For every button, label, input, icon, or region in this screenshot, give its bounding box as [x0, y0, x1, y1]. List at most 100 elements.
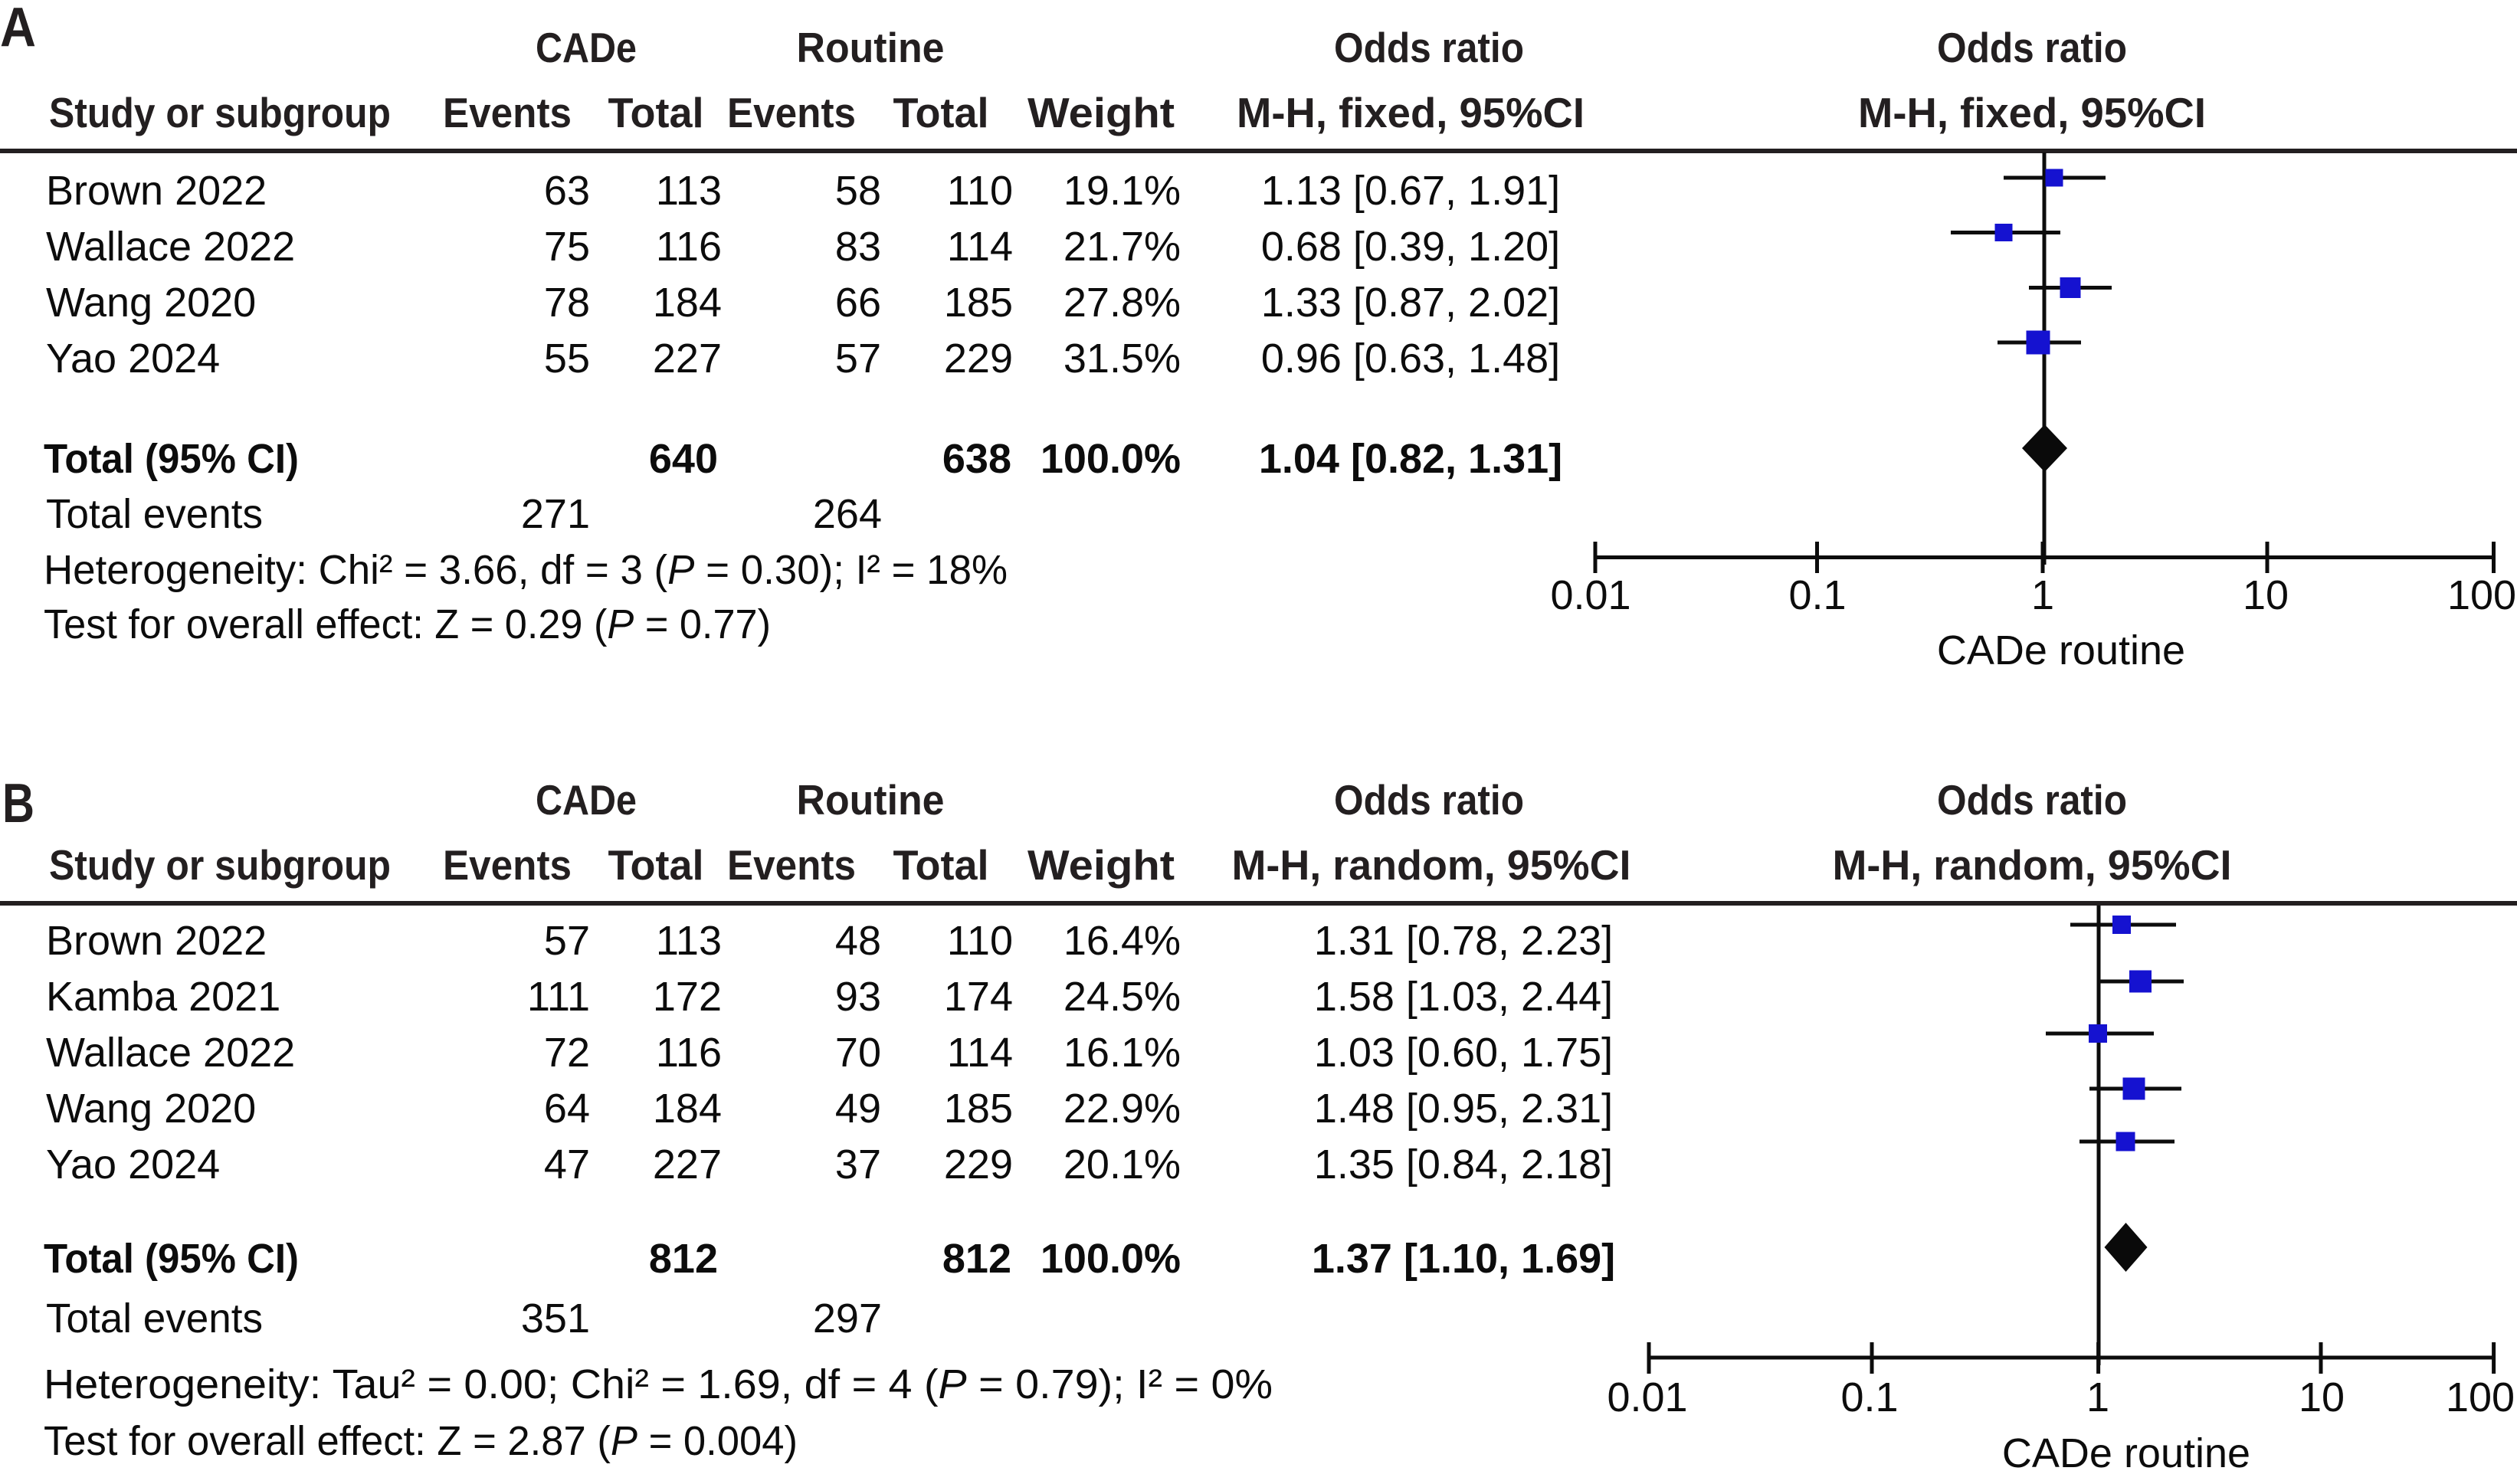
svg-text:CADe: CADe [536, 24, 637, 71]
svg-text:1.31 [0.78, 2.23]: 1.31 [0.78, 2.23] [1314, 918, 1613, 964]
svg-text:100: 100 [2447, 572, 2516, 618]
svg-text:10: 10 [2299, 1374, 2345, 1420]
svg-text:CADe routine: CADe routine [2002, 1430, 2250, 1476]
svg-text:47: 47 [544, 1142, 590, 1188]
svg-text:Wallace 2022: Wallace 2022 [46, 224, 295, 270]
svg-text:Study or subgroup: Study or subgroup [49, 89, 391, 136]
svg-text:93: 93 [835, 974, 881, 1020]
svg-text:70: 70 [835, 1030, 881, 1076]
svg-text:Total: Total [608, 89, 704, 136]
svg-text:271: 271 [521, 491, 590, 537]
svg-text:Routine: Routine [797, 776, 945, 824]
svg-text:114: 114 [947, 224, 1013, 270]
svg-text:Odds ratio: Odds ratio [1937, 24, 2127, 71]
svg-text:Total (95% CI): Total (95% CI) [44, 1236, 299, 1282]
svg-text:Wang 2020: Wang 2020 [46, 280, 256, 326]
svg-text:1.33 [0.87, 2.02]: 1.33 [0.87, 2.02] [1261, 280, 1560, 326]
svg-text:Wallace 2022: Wallace 2022 [46, 1030, 295, 1076]
svg-text:100.0%: 100.0% [1041, 1236, 1181, 1282]
svg-text:49: 49 [835, 1086, 881, 1132]
svg-text:812: 812 [942, 1236, 1011, 1282]
svg-text:264: 264 [813, 491, 882, 537]
svg-text:110: 110 [947, 918, 1013, 964]
svg-text:1.03 [0.60, 1.75]: 1.03 [0.60, 1.75] [1314, 1030, 1613, 1076]
svg-text:351: 351 [521, 1296, 590, 1341]
svg-text:297: 297 [813, 1296, 882, 1341]
svg-text:22.9%: 22.9% [1063, 1086, 1181, 1132]
svg-text:227: 227 [653, 1142, 722, 1188]
svg-text:16.1%: 16.1% [1063, 1030, 1181, 1076]
svg-text:Odds ratio: Odds ratio [1334, 776, 1524, 824]
svg-text:78: 78 [544, 280, 590, 326]
svg-text:229: 229 [944, 336, 1013, 382]
svg-text:172: 172 [653, 974, 722, 1020]
svg-text:24.5%: 24.5% [1063, 974, 1181, 1020]
svg-text:Total events: Total events [46, 1296, 263, 1341]
svg-text:19.1%: 19.1% [1063, 168, 1181, 214]
svg-text:Heterogeneity: Chi² = 3.66, df: Heterogeneity: Chi² = 3.66, df = 3 (P = … [44, 547, 1008, 593]
svg-text:0.01: 0.01 [1607, 1374, 1687, 1420]
svg-text:0.96 [0.63, 1.48]: 0.96 [0.63, 1.48] [1261, 336, 1560, 382]
svg-text:66: 66 [835, 280, 881, 326]
svg-text:M-H, random, 95%CI: M-H, random, 95%CI [1833, 841, 2232, 889]
svg-text:20.1%: 20.1% [1063, 1142, 1181, 1188]
svg-text:1: 1 [2086, 1374, 2109, 1420]
svg-text:M-H, fixed, 95%CI: M-H, fixed, 95%CI [1237, 89, 1585, 136]
svg-text:72: 72 [544, 1030, 590, 1076]
svg-text:75: 75 [544, 224, 590, 270]
svg-text:1: 1 [2031, 572, 2054, 618]
svg-text:Odds ratio: Odds ratio [1334, 24, 1524, 71]
svg-text:64: 64 [544, 1086, 590, 1132]
svg-text:A: A [0, 0, 36, 58]
svg-text:116: 116 [656, 1030, 722, 1076]
svg-text:Brown 2022: Brown 2022 [46, 918, 267, 964]
svg-text:229: 229 [944, 1142, 1013, 1188]
svg-text:100.0%: 100.0% [1041, 436, 1181, 482]
svg-text:Total: Total [893, 89, 989, 136]
svg-text:58: 58 [835, 168, 881, 214]
svg-text:Kamba 2021: Kamba 2021 [46, 974, 280, 1020]
svg-text:Yao 2024: Yao 2024 [46, 1142, 220, 1188]
svg-text:Test for overall effect: Z = 2: Test for overall effect: Z = 2.87 (P = 0… [44, 1418, 798, 1464]
svg-text:111: 111 [527, 974, 590, 1020]
svg-text:Weight: Weight [1027, 89, 1175, 136]
svg-text:1.13 [0.67, 1.91]: 1.13 [0.67, 1.91] [1261, 168, 1560, 214]
svg-text:184: 184 [653, 280, 722, 326]
svg-text:Odds ratio: Odds ratio [1937, 776, 2127, 824]
svg-text:1.58 [1.03, 2.44]: 1.58 [1.03, 2.44] [1314, 974, 1613, 1020]
svg-text:B: B [2, 773, 34, 834]
svg-text:63: 63 [544, 168, 590, 214]
svg-text:Events: Events [443, 841, 572, 889]
svg-text:1.37 [1.10, 1.69]: 1.37 [1.10, 1.69] [1312, 1236, 1615, 1282]
svg-text:0.1: 0.1 [1840, 1374, 1898, 1420]
svg-text:Total events: Total events [46, 491, 263, 537]
svg-text:Weight: Weight [1027, 841, 1175, 889]
svg-text:110: 110 [947, 168, 1013, 214]
svg-text:31.5%: 31.5% [1063, 336, 1181, 382]
svg-text:21.7%: 21.7% [1063, 224, 1181, 270]
svg-text:Test for overall effect: Z = 0: Test for overall effect: Z = 0.29 (P = 0… [44, 601, 771, 647]
svg-text:37: 37 [835, 1142, 881, 1188]
svg-text:0.68 [0.39, 1.20]: 0.68 [0.39, 1.20] [1261, 224, 1560, 270]
svg-text:16.4%: 16.4% [1063, 918, 1181, 964]
svg-text:Wang 2020: Wang 2020 [46, 1086, 256, 1132]
svg-text:M-H, random, 95%CI: M-H, random, 95%CI [1232, 841, 1631, 889]
svg-text:CADe routine: CADe routine [1937, 627, 2185, 673]
svg-text:Brown 2022: Brown 2022 [46, 168, 267, 214]
svg-text:638: 638 [942, 436, 1011, 482]
svg-text:100: 100 [2446, 1374, 2515, 1420]
svg-text:55: 55 [544, 336, 590, 382]
svg-text:M-H, fixed, 95%CI: M-H, fixed, 95%CI [1858, 89, 2206, 136]
svg-text:116: 116 [656, 224, 722, 270]
svg-text:Total: Total [893, 841, 989, 889]
svg-text:CADe: CADe [536, 776, 637, 824]
svg-text:Events: Events [727, 89, 856, 136]
svg-text:640: 640 [649, 436, 718, 482]
svg-text:113: 113 [656, 918, 722, 964]
svg-text:Events: Events [443, 89, 572, 136]
svg-text:185: 185 [944, 280, 1013, 326]
svg-text:48: 48 [835, 918, 881, 964]
svg-text:184: 184 [653, 1086, 722, 1132]
svg-text:Events: Events [727, 841, 856, 889]
svg-text:27.8%: 27.8% [1063, 280, 1181, 326]
